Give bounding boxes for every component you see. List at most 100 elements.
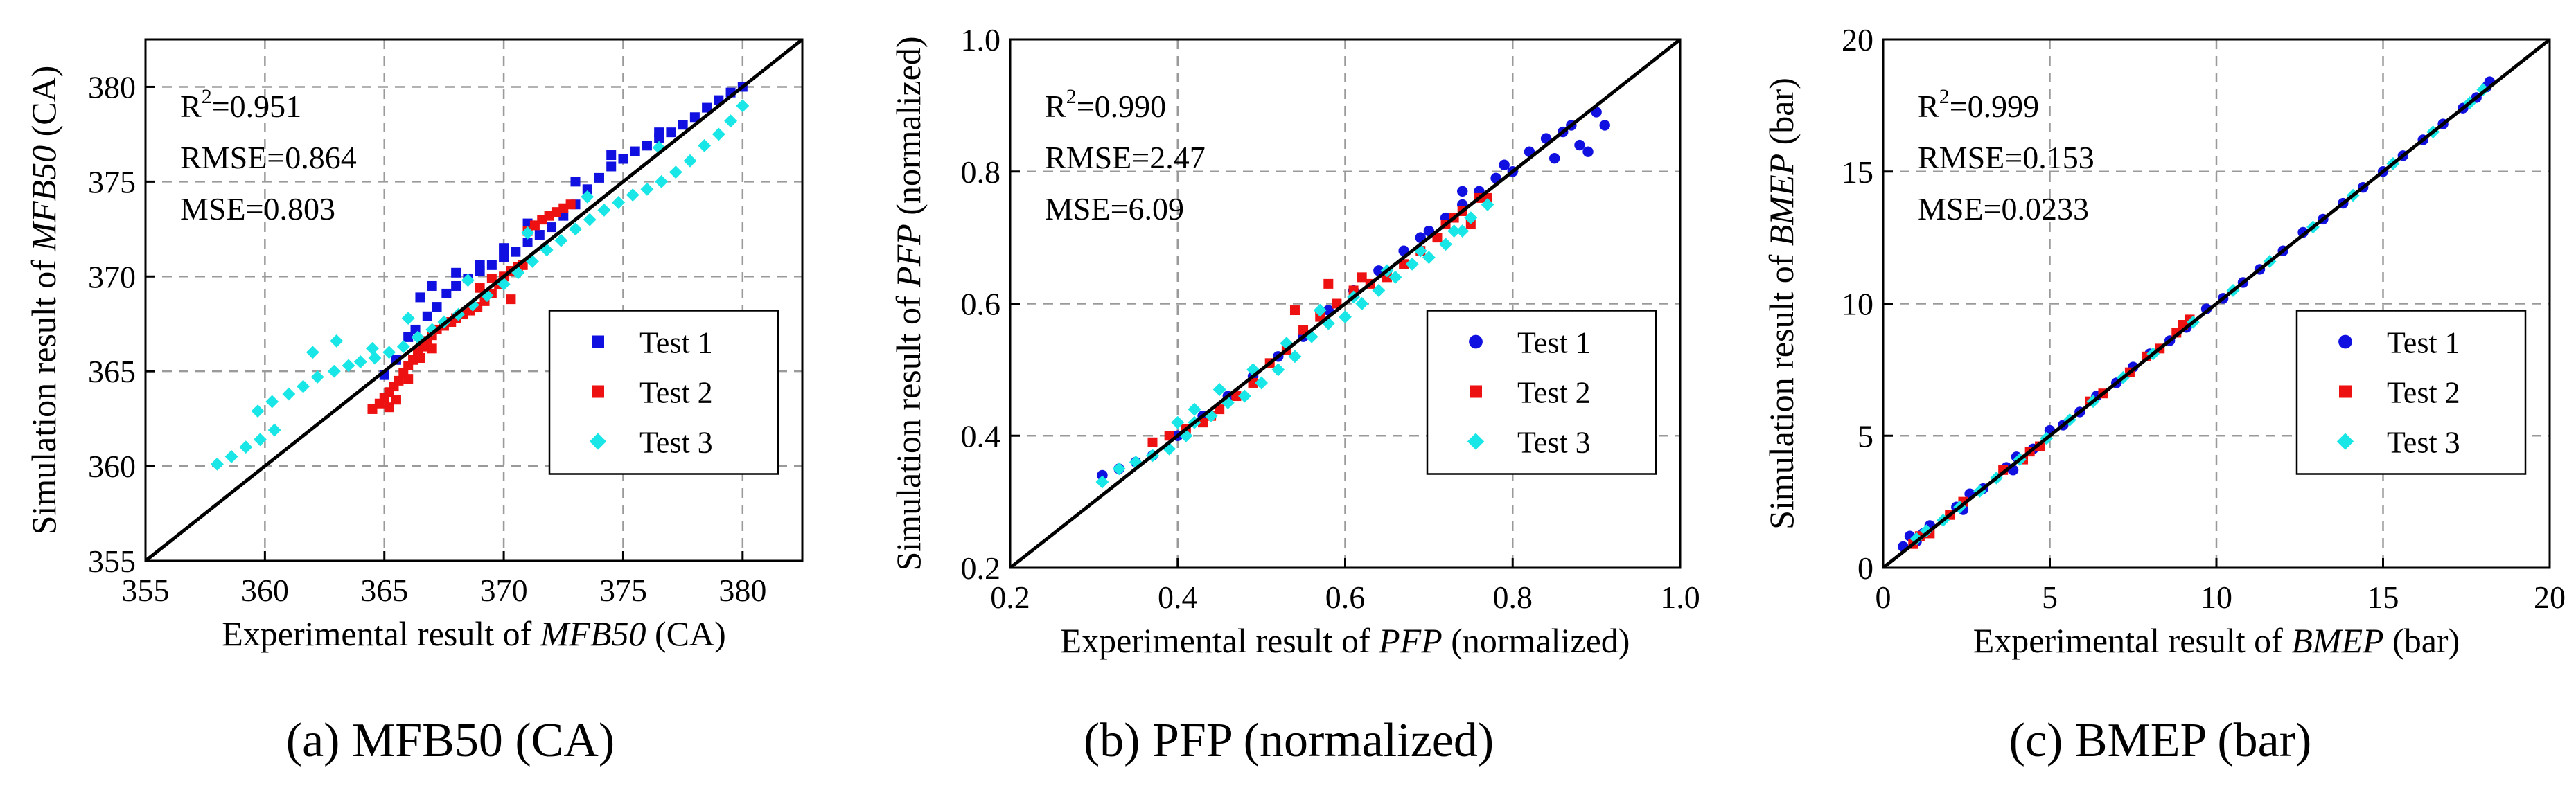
data-point-test2 <box>403 374 414 384</box>
data-point-test3 <box>1212 383 1226 396</box>
data-point-test3 <box>581 190 594 204</box>
legend-box <box>2295 310 2527 475</box>
data-point-test2 <box>391 395 401 405</box>
data-point-test3 <box>1372 283 1386 297</box>
data-point-test1 <box>1457 186 1468 197</box>
data-point-test1 <box>475 260 485 270</box>
y-tick-label: 360 <box>88 449 136 484</box>
y-tick-label: 0.6 <box>961 287 1001 322</box>
data-point-test2 <box>1289 305 1300 316</box>
y-tick-label: 5 <box>1858 418 1873 454</box>
data-point-test2 <box>427 343 437 354</box>
data-point-test2 <box>565 199 576 210</box>
data-point-test3 <box>411 330 425 344</box>
data-point-test3 <box>1288 350 1302 364</box>
data-point-test2 <box>384 402 394 413</box>
x-tick-label: 1.0 <box>1660 580 1700 615</box>
data-point-test3 <box>368 351 382 365</box>
data-point-test3 <box>724 114 738 128</box>
data-point-test1 <box>1097 469 1108 481</box>
data-point-test1 <box>451 280 461 291</box>
legend-marker-test2 <box>2339 385 2352 398</box>
data-point-test3 <box>366 341 379 355</box>
data-point-test1 <box>654 127 664 138</box>
data-point-test3 <box>342 359 355 373</box>
x-tick-label: 0.4 <box>1158 580 1198 615</box>
legend-label-test3: Test 3 <box>1517 426 1591 460</box>
data-point-test3 <box>251 404 265 418</box>
data-point-test3 <box>655 174 669 188</box>
data-point-test3 <box>265 395 279 409</box>
data-point-test3 <box>683 154 697 168</box>
y-axis-label: Simulation result of PFP (normalized) <box>889 36 928 571</box>
legend: Test 1 Test 2 Test 3 <box>548 310 779 475</box>
legend-label-test2: Test 2 <box>1517 376 1591 410</box>
data-point-test2 <box>1248 377 1258 388</box>
data-point-test1 <box>702 102 712 113</box>
x-tick-label: 0.6 <box>1325 580 1366 615</box>
x-tick-label: 0.8 <box>1493 580 1533 615</box>
data-point-test1 <box>606 150 617 161</box>
data-point-test2 <box>1357 272 1367 283</box>
legend-box <box>1426 310 1657 475</box>
legend-marker-test3 <box>2336 433 2354 450</box>
x-axis-label: Experimental result of BMEP (bar) <box>1973 621 2460 660</box>
data-point-test3 <box>1909 532 1923 546</box>
legend-marker-test1 <box>592 335 604 348</box>
data-point-test1 <box>666 127 676 138</box>
data-point-test2 <box>1198 418 1208 428</box>
legend-marker-test1 <box>1469 334 1483 349</box>
data-point-test3 <box>1313 303 1327 317</box>
data-point-test3 <box>669 165 682 179</box>
data-point-test3 <box>1447 224 1461 238</box>
chart-mfb50: 355 360 365 370 375 380 355 360 365 370 375 380 Expe… <box>24 38 804 653</box>
y-tick-label: 1.0 <box>961 22 1001 57</box>
legend-label-test3: Test 3 <box>639 426 713 460</box>
caption-c: (c) BMEP (bar) <box>2009 714 2312 767</box>
x-tick-label: 355 <box>122 573 170 608</box>
data-point-test2 <box>1465 220 1476 230</box>
reference-line-y-equals-x <box>145 39 802 561</box>
data-point-test2 <box>475 283 485 293</box>
legend-marker-test3 <box>1467 433 1485 450</box>
data-point-test3 <box>353 355 367 368</box>
legend-label-test1: Test 1 <box>639 326 713 360</box>
data-point-test2 <box>1215 404 1225 415</box>
x-tick-label: 380 <box>718 573 766 608</box>
y-axis-label: Simulation result of BMEP (bar) <box>1762 78 1801 530</box>
data-point-test1 <box>422 311 432 321</box>
data-point-test1 <box>689 112 700 123</box>
data-point-test2 <box>415 353 425 364</box>
x-axis-label: Experimental result of MFB50 (CA) <box>222 614 726 653</box>
data-point-test3 <box>1481 197 1494 211</box>
r-squared-annotation: R2=0.951 <box>180 85 301 124</box>
x-tick-label: 370 <box>480 573 528 608</box>
legend-box <box>548 310 779 475</box>
data-point-test1 <box>547 222 557 233</box>
data-point-test1 <box>451 267 461 278</box>
data-point-test3 <box>1246 363 1260 377</box>
data-point-test2 <box>1399 259 1409 269</box>
x-tick-label: 15 <box>2367 580 2399 615</box>
data-point-test3 <box>297 379 310 393</box>
x-axis-label: Experimental result of PFP (normalized) <box>1061 621 1630 660</box>
data-point-test2 <box>394 375 404 386</box>
data-point-test2 <box>1482 192 1492 203</box>
data-point-test1 <box>499 243 509 253</box>
data-point-test1 <box>522 237 533 247</box>
r-squared-annotation: R2=0.990 <box>1045 85 1166 124</box>
y-tick-label: 355 <box>88 544 136 579</box>
reference-line-y-equals-x <box>1010 39 1680 568</box>
data-point-test3 <box>1221 396 1235 410</box>
caption-b: (b) PFP (normalized) <box>1083 714 1494 767</box>
data-point-test3 <box>239 440 253 454</box>
legend-marker-test2 <box>1470 385 1482 398</box>
r-squared-annotation: R2=0.999 <box>1918 85 2039 124</box>
legend: Test 1 Test 2 Test 3 <box>1426 310 1657 475</box>
x-tick-label: 20 <box>2534 580 2566 615</box>
rmse-annotation: RMSE=2.47 <box>1045 140 1206 175</box>
data-point-test2 <box>1432 233 1443 243</box>
data-point-test3 <box>1271 363 1285 377</box>
data-point-test1 <box>1499 159 1510 170</box>
